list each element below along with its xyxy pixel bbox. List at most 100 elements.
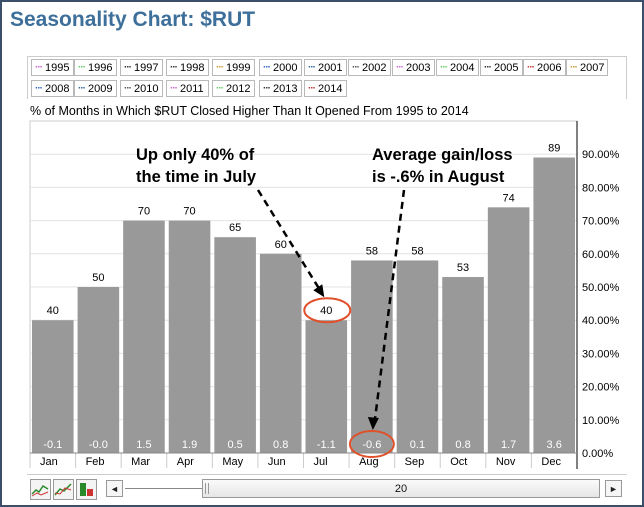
legend-label: 2003 xyxy=(406,61,431,74)
page-title: Seasonality Chart: $RUT xyxy=(10,8,256,31)
legend-item-1999[interactable]: ··· 1999 xyxy=(212,59,255,76)
legend-swatch: ··· xyxy=(308,62,316,73)
bar-chart-toggle-icon[interactable] xyxy=(76,479,97,500)
x-tick-label: Oct xyxy=(450,456,467,468)
legend-label: 2014 xyxy=(318,82,343,95)
annotation-arrow-july xyxy=(256,189,323,293)
legend-item-2008[interactable]: ··· 2008 xyxy=(31,80,74,97)
x-tick-label: Jul xyxy=(314,456,328,468)
legend-swatch: ··· xyxy=(170,62,178,73)
highlight-circle-july xyxy=(303,297,352,324)
x-tick-label: Feb xyxy=(86,456,105,468)
legend-label: 2005 xyxy=(494,61,519,74)
bar-feb xyxy=(77,287,120,453)
highlight-circle-august xyxy=(348,430,395,458)
bar-jan xyxy=(32,320,74,453)
x-tick-label: Apr xyxy=(177,456,194,468)
x-tick-label: May xyxy=(222,456,243,468)
period-slider[interactable]: 20 xyxy=(202,479,600,498)
scroll-left-button[interactable]: ◄ xyxy=(106,480,123,497)
legend-swatch: ··· xyxy=(396,62,404,73)
y-tick-label: 90.00% xyxy=(582,149,620,161)
avg-gain-label: 1.7 xyxy=(501,439,516,451)
legend-item-1996[interactable]: ··· 1996 xyxy=(74,59,117,76)
legend-swatch: ··· xyxy=(352,62,360,73)
scroll-track[interactable] xyxy=(125,488,203,489)
legend-label: 1999 xyxy=(226,61,251,74)
bar-value-label: 60 xyxy=(275,239,287,251)
legend-item-2007[interactable]: ··· 2007 xyxy=(566,59,608,76)
legend-label: 2010 xyxy=(134,82,159,95)
chart-subtitle: % of Months in Which $RUT Closed Higher … xyxy=(30,104,469,118)
bar-dec xyxy=(533,157,575,453)
y-tick-label: 0.00% xyxy=(582,448,613,460)
legend-label: 2008 xyxy=(45,82,70,95)
legend-swatch: ··· xyxy=(527,62,535,73)
legend-item-2001[interactable]: ··· 2001 xyxy=(304,59,347,76)
legend-item-2014[interactable]: ··· 2014 xyxy=(304,80,347,97)
legend-swatch: ··· xyxy=(35,83,43,94)
legend-swatch: ··· xyxy=(263,83,271,94)
avg-gain-label: 0.1 xyxy=(410,439,425,451)
y-tick-label: 60.00% xyxy=(582,249,620,261)
y-tick-label: 40.00% xyxy=(582,315,620,327)
annotation-august-text: Average gain/loss xyxy=(372,146,513,164)
bar-oct xyxy=(442,277,484,453)
y-tick-label: 50.00% xyxy=(582,282,620,294)
bar-apr xyxy=(168,220,211,453)
bar-jun xyxy=(259,253,302,453)
legend-item-1997[interactable]: ··· 1997 xyxy=(120,59,163,76)
legend-label: 1997 xyxy=(134,61,159,74)
legend-label: 2004 xyxy=(450,61,475,74)
legend-swatch: ··· xyxy=(440,62,448,73)
arrowhead-july xyxy=(313,284,325,298)
legend-swatch: ··· xyxy=(308,83,316,94)
bar-jul xyxy=(305,320,348,453)
legend-item-2013[interactable]: ··· 2013 xyxy=(259,80,302,97)
legend-item-2011[interactable]: ··· 2011 xyxy=(166,80,209,97)
legend-item-2012[interactable]: ··· 2012 xyxy=(212,80,255,97)
legend-item-2000[interactable]: ··· 2000 xyxy=(259,59,302,76)
legend-item-1995[interactable]: ··· 1995 xyxy=(31,59,74,76)
x-tick-label: Mar xyxy=(131,456,150,468)
avg-gain-label: 0.5 xyxy=(227,439,242,451)
slider-value: 20 xyxy=(394,482,408,495)
arrowhead-august xyxy=(367,417,379,430)
legend-label: 2006 xyxy=(537,61,562,74)
legend-item-2004[interactable]: ··· 2004 xyxy=(436,59,479,76)
legend-item-2010[interactable]: ··· 2010 xyxy=(120,80,163,97)
bar-value-label: 58 xyxy=(366,245,378,257)
slider-grip[interactable] xyxy=(205,483,209,494)
avg-gain-label: -0.1 xyxy=(43,439,62,451)
y-tick-label: 20.00% xyxy=(582,382,620,394)
legend-item-2009[interactable]: ··· 2009 xyxy=(74,80,117,97)
x-tick-label: Aug xyxy=(359,456,379,468)
legend-label: 1995 xyxy=(45,61,70,74)
legend-label: 2001 xyxy=(318,61,343,74)
bar-value-label: 50 xyxy=(92,272,104,284)
legend-item-1998[interactable]: ··· 1998 xyxy=(166,59,209,76)
legend-swatch: ··· xyxy=(78,62,86,73)
bar-value-label: 65 xyxy=(229,222,241,234)
legend-item-2005[interactable]: ··· 2005 xyxy=(480,59,523,76)
y-tick-label: 80.00% xyxy=(582,182,620,194)
legend-label: 2013 xyxy=(273,82,298,95)
legend-label: 2009 xyxy=(88,82,113,95)
line-chart-icon[interactable] xyxy=(30,479,51,500)
legend-label: 2000 xyxy=(273,61,298,74)
legend-swatch: ··· xyxy=(35,62,43,73)
bar-nov xyxy=(487,207,530,453)
avg-gain-label: -0.0 xyxy=(89,439,108,451)
x-tick-label: Jan xyxy=(40,456,58,468)
legend-swatch: ··· xyxy=(170,83,178,94)
bar-may xyxy=(214,237,256,453)
legend-item-2006[interactable]: ··· 2006 xyxy=(523,59,566,76)
legend-item-2002[interactable]: ··· 2002 xyxy=(348,59,391,76)
compare-chart-icon[interactable] xyxy=(53,479,74,500)
scroll-right-button[interactable]: ► xyxy=(605,480,622,497)
bar-value-label: 74 xyxy=(503,192,515,204)
avg-gain-label: 3.6 xyxy=(547,439,562,451)
legend-item-2003[interactable]: ··· 2003 xyxy=(392,59,435,76)
seasonality-bar-chart: 0.00% 10.00% 20.00% 30.00% 40.00% 50.00% 60.00… xyxy=(29,120,620,469)
